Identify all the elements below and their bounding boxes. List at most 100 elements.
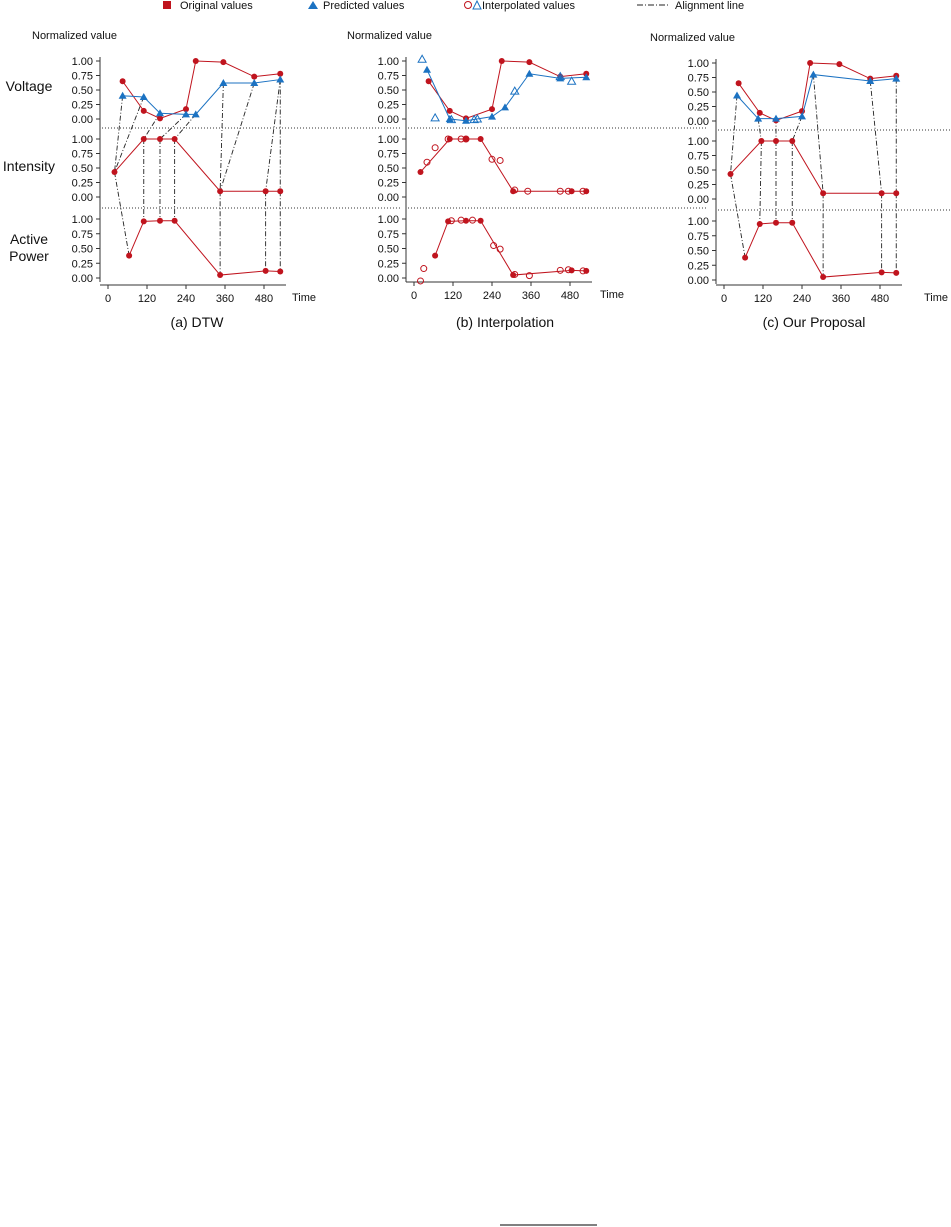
original-point bbox=[171, 136, 178, 142]
original-point bbox=[878, 190, 885, 197]
y-tick-label: 0.00 bbox=[72, 114, 93, 126]
series-voltage bbox=[417, 54, 577, 124]
original-point bbox=[217, 272, 224, 279]
chart-panel-2: Normalized value 1.00 0.75 0.50 0.25 0.00 1.00… bbox=[347, 30, 706, 330]
interpolated-point bbox=[469, 114, 479, 124]
series-line bbox=[128, 220, 281, 276]
y-tick-label: 0.75 bbox=[378, 71, 399, 83]
x-tick-label: 0 bbox=[105, 293, 111, 305]
interpolated-point bbox=[525, 272, 533, 280]
interpolated-point bbox=[511, 270, 519, 278]
original-point bbox=[157, 115, 163, 122]
original-point bbox=[140, 107, 147, 114]
original-point bbox=[126, 252, 133, 259]
x-tick-label: 240 bbox=[177, 293, 195, 305]
original-point bbox=[217, 188, 224, 195]
y-tick-label: 1.00 bbox=[378, 214, 399, 226]
series-intensity bbox=[423, 135, 587, 195]
predicted-point bbox=[866, 76, 875, 84]
interpolated-point bbox=[423, 158, 431, 166]
alignment-line bbox=[759, 140, 762, 224]
predicted-point bbox=[582, 73, 591, 81]
chart-panel-3: Normalized value 1.00 0.75 0.50 0.25 0.00 1.00… bbox=[650, 32, 951, 330]
predicted-point bbox=[754, 114, 763, 122]
y-tick-label: 0.50 bbox=[688, 87, 709, 99]
original-point bbox=[417, 169, 424, 176]
y-tick-label: 0.50 bbox=[378, 85, 399, 97]
series-voltage bbox=[423, 65, 591, 124]
y-tick-label: 0.50 bbox=[72, 244, 93, 256]
y-tick-label: 0.25 bbox=[688, 102, 709, 114]
row-label: Voltage bbox=[6, 78, 53, 94]
predicted-point bbox=[798, 112, 806, 120]
y-tick-label: 0.00 bbox=[378, 273, 399, 285]
original-point bbox=[262, 188, 269, 195]
x-tick-label: 120 bbox=[138, 293, 156, 305]
y-tick-label: 0.25 bbox=[378, 258, 399, 270]
original-point bbox=[758, 138, 765, 144]
interpolated-point bbox=[579, 267, 587, 275]
y-tick-label: 0.75 bbox=[688, 73, 709, 85]
interpolated-point bbox=[444, 135, 452, 143]
original-point bbox=[773, 138, 779, 144]
y-tick-label: 0.00 bbox=[378, 192, 399, 204]
interpolated-point bbox=[462, 135, 470, 143]
interpolated-point bbox=[524, 187, 532, 195]
alignment-line bbox=[812, 74, 824, 194]
original-point bbox=[789, 138, 796, 144]
interpolated-point bbox=[417, 54, 427, 63]
y-tick-label: 0.00 bbox=[688, 275, 709, 287]
series-active-power bbox=[742, 219, 900, 281]
original-point bbox=[140, 218, 147, 225]
y-tick-label: 0.25 bbox=[72, 100, 93, 112]
series-voltage bbox=[733, 70, 901, 122]
predicted-point bbox=[139, 92, 148, 100]
row-label: Power bbox=[9, 248, 49, 264]
interpolated-point bbox=[447, 217, 455, 225]
interpolated-point bbox=[490, 242, 498, 250]
interpolated-point bbox=[556, 266, 564, 274]
y-tick-label: 0.50 bbox=[72, 85, 93, 97]
original-point bbox=[432, 252, 439, 259]
original-point bbox=[773, 219, 779, 226]
interpolated-point bbox=[509, 86, 520, 95]
original-point bbox=[789, 219, 796, 226]
y-tick-label: 0.50 bbox=[378, 163, 399, 175]
interpolated-point bbox=[488, 155, 496, 163]
y-axis-title: Normalized value bbox=[347, 30, 432, 42]
original-point bbox=[477, 136, 484, 142]
alignment-lines bbox=[730, 74, 897, 278]
y-tick-label: 1.00 bbox=[72, 134, 93, 146]
interpolated-point bbox=[496, 156, 504, 164]
series-line bbox=[730, 140, 897, 194]
x-tick-label: 240 bbox=[483, 290, 501, 302]
series-voltage bbox=[425, 58, 590, 122]
legend-alignment-label: Alignment line bbox=[675, 0, 744, 12]
predicted-point bbox=[462, 116, 470, 124]
y-tick-label: 0.75 bbox=[72, 149, 93, 161]
y-tick-label: 0.00 bbox=[688, 194, 709, 206]
row-label: Intensity bbox=[3, 158, 55, 174]
predicted-point bbox=[191, 110, 200, 118]
alignment-line bbox=[114, 171, 130, 256]
original-point bbox=[262, 267, 269, 274]
y-tick-label: 1.00 bbox=[688, 136, 709, 148]
series-voltage bbox=[735, 60, 900, 124]
predicted-point bbox=[488, 112, 496, 120]
chart-caption: (c) Our Proposal bbox=[763, 314, 866, 330]
original-point bbox=[820, 190, 827, 197]
original-point bbox=[489, 106, 495, 113]
predicted-point bbox=[733, 91, 741, 99]
original-point bbox=[820, 274, 827, 281]
original-point bbox=[425, 78, 432, 85]
original-point bbox=[119, 78, 126, 85]
series-line bbox=[114, 138, 281, 192]
interpolated-point bbox=[555, 71, 566, 81]
y-tick-label: 1.00 bbox=[688, 216, 709, 228]
predicted-point bbox=[501, 103, 509, 111]
series-active-power bbox=[417, 216, 587, 285]
series-intensity bbox=[111, 136, 284, 195]
legend-interpolated-circle bbox=[464, 1, 472, 9]
interpolated-point bbox=[457, 216, 465, 224]
